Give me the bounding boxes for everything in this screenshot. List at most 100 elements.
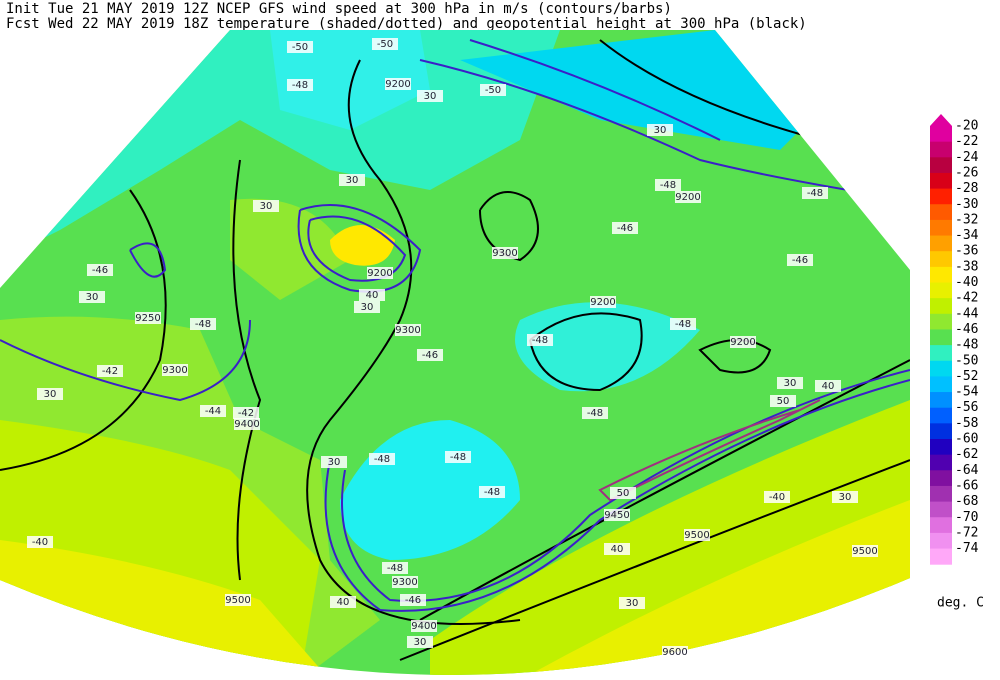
label-box	[445, 451, 471, 463]
contour-label: -50	[292, 42, 308, 53]
colorbar-swatch	[930, 251, 952, 268]
colorbar-swatch	[930, 485, 952, 503]
colorbar-label: -42	[955, 291, 978, 306]
contour-label: 50	[617, 488, 630, 499]
label-box	[647, 124, 673, 136]
label-box	[655, 179, 681, 191]
label-box	[582, 407, 608, 419]
contour-label: -48	[387, 563, 403, 574]
contour-label: 30	[654, 125, 667, 136]
label-box	[369, 453, 395, 465]
contour-label: 30	[414, 637, 427, 648]
header-line-1: Init Tue 21 MAY 2019 12Z NCEP GFS wind s…	[6, 1, 672, 17]
contour-label: 9500	[684, 530, 709, 541]
label-box	[590, 296, 616, 308]
contour-label: 9300	[492, 248, 517, 259]
contour-label: 9300	[162, 365, 187, 376]
label-box	[675, 191, 701, 203]
label-box	[417, 349, 443, 361]
contour-label: 40	[822, 381, 835, 392]
label-box	[527, 334, 553, 346]
label-box	[287, 41, 313, 53]
colorbar-label: -36	[955, 244, 978, 259]
colorbar-label: -38	[955, 259, 978, 274]
contour-label: -48	[807, 188, 823, 199]
contour-label: 9250	[135, 313, 160, 324]
contour-label: -48	[660, 180, 676, 191]
label-box	[395, 324, 421, 336]
colorbar-label: -58	[955, 416, 978, 431]
label-box	[135, 312, 161, 324]
label-box	[610, 487, 636, 499]
label-box	[417, 90, 443, 102]
contour-label: -46	[617, 223, 633, 234]
contour-label: 30	[260, 201, 273, 212]
contour-label: 9500	[852, 546, 877, 557]
label-box	[359, 289, 385, 301]
contour-label: -42	[238, 408, 254, 419]
contour-label: 50	[777, 396, 790, 407]
colorbar-swatch	[930, 423, 952, 440]
colorbar-swatch	[930, 282, 952, 299]
colorbar-label: -64	[955, 463, 979, 478]
colorbar-swatch	[930, 392, 952, 409]
colorbar-swatch	[930, 548, 952, 565]
label-box	[79, 291, 105, 303]
colorbar-swatch	[930, 298, 952, 315]
colorbar-label: -66	[955, 478, 978, 493]
contour-label: -44	[205, 406, 221, 417]
contour-label: 30	[839, 492, 852, 503]
label-box	[764, 491, 790, 503]
contour-label: 30	[44, 389, 57, 400]
cold-shading	[270, 30, 430, 130]
contour-label: 30	[424, 91, 437, 102]
label-box	[480, 84, 506, 96]
label-box	[730, 336, 756, 348]
label-box	[200, 405, 226, 417]
colorbar-label: -60	[955, 432, 978, 447]
contour-label: -40	[32, 537, 48, 548]
label-box	[770, 395, 796, 407]
colorbar-swatch	[930, 454, 952, 471]
colorbar-label: -22	[955, 134, 978, 149]
colorbar-label: -40	[955, 275, 978, 290]
colorbar-label: -68	[955, 494, 978, 509]
contour-label: -48	[587, 408, 603, 419]
colorbar-swatch	[930, 204, 952, 221]
label-box	[234, 418, 260, 430]
contour-label: 40	[366, 290, 379, 301]
contour-label: 9200	[385, 79, 410, 90]
contour-label: 30	[346, 175, 359, 186]
label-box	[385, 78, 411, 90]
label-box	[27, 536, 53, 548]
contour-label: 30	[361, 302, 374, 313]
colorbar-swatch	[930, 126, 952, 143]
contour-label: -50	[485, 85, 501, 96]
colorbar-label: -44	[955, 306, 979, 321]
contour-label: 30	[626, 598, 639, 609]
wind-max-contour	[598, 399, 821, 502]
colorbar-label: -50	[955, 353, 978, 368]
cold-shading	[460, 30, 800, 150]
colorbar-label: -34	[955, 228, 979, 243]
contour-label: -46	[422, 350, 438, 361]
label-box	[400, 594, 426, 606]
contour-label: -48	[292, 80, 308, 91]
contour-label: -42	[102, 366, 118, 377]
label-box	[604, 509, 630, 521]
contour-label: 40	[337, 597, 350, 608]
contour-label: -48	[484, 487, 500, 498]
colorbar-label: -72	[955, 525, 978, 540]
colorbar-label: -74	[955, 541, 979, 556]
label-box	[37, 388, 63, 400]
label-box	[832, 491, 858, 503]
contour-label: 9300	[392, 577, 417, 588]
cold-shading	[515, 302, 700, 392]
contour-label: 30	[784, 378, 797, 389]
label-box	[684, 529, 710, 541]
label-box	[619, 597, 645, 609]
map-area	[0, 30, 910, 676]
colorbar-swatch	[930, 501, 952, 518]
map-labels: -50 -50-48 920030-5030-48-489200-46309250-…	[27, 38, 878, 658]
label-box	[411, 620, 437, 632]
